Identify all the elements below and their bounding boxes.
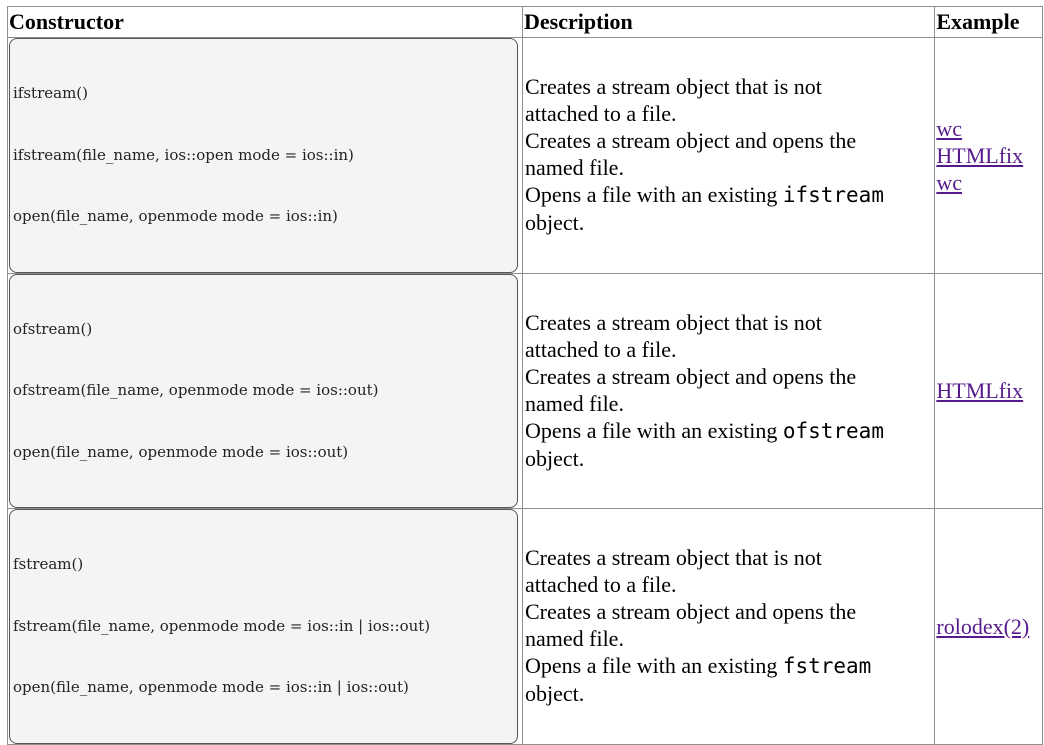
example-link-wc[interactable]: wc xyxy=(936,115,963,141)
description-line: Creates a stream object that is not xyxy=(524,74,822,100)
description-line: Creates a stream object that is not xyxy=(524,309,822,335)
description-line: Opens a file with an existing ifstream xyxy=(525,181,932,209)
description-line: object. xyxy=(524,210,585,236)
example-link-htmlfix[interactable]: HTMLfix xyxy=(936,378,1024,404)
description-line: Opens a file with an existing fstream xyxy=(525,652,932,680)
code-block: fstream() fstream(file_name, openmode mo… xyxy=(9,509,518,744)
description-text: Opens a file with an existing xyxy=(524,653,783,679)
description-line: named file. xyxy=(524,155,624,181)
code-line: open(file_name, openmode mode = ios::in … xyxy=(13,678,409,696)
header-row: Constructor Description Example xyxy=(7,6,1043,38)
inline-code: ifstream xyxy=(782,183,884,208)
description-text: Opens a file with an existing xyxy=(524,417,783,443)
example-link-rolodex[interactable]: rolodex(2) xyxy=(936,613,1030,639)
description-line: object. xyxy=(524,681,585,707)
inline-code: fstream xyxy=(782,654,872,679)
description-line: object. xyxy=(524,445,585,471)
description-cell: Creates a stream object that is not atta… xyxy=(521,37,936,274)
example-link-wc[interactable]: wc xyxy=(936,169,963,195)
code-line: fstream(file_name, openmode mode = ios::… xyxy=(13,616,431,635)
code-line: ofstream() xyxy=(13,319,93,338)
code-line: ifstream() xyxy=(13,84,88,102)
constructor-cell: ofstream() ofstream(file_name, openmode … xyxy=(7,272,523,509)
description-line: Creates a stream object and opens the xyxy=(524,599,857,625)
example-cell: wc HTMLfix wc xyxy=(934,37,1043,274)
description-line: Opens a file with an existing ofstream xyxy=(525,417,932,445)
code-line: open(file_name, openmode mode = ios::out… xyxy=(13,442,349,461)
code-line: ofstream(file_name, openmode mode = ios:… xyxy=(13,381,379,399)
description-line: attached to a file. xyxy=(524,101,677,127)
description-line: Creates a stream object and opens the xyxy=(524,363,857,389)
description-line: Creates a stream object that is not xyxy=(524,545,822,571)
description-line: named file. xyxy=(524,626,624,652)
table-row: fstream() fstream(file_name, openmode mo… xyxy=(7,508,1043,745)
header-constructor: Constructor xyxy=(7,6,523,38)
constructor-cell: fstream() fstream(file_name, openmode mo… xyxy=(7,508,523,745)
description-line: attached to a file. xyxy=(524,572,677,598)
example-link-htmlfix[interactable]: HTMLfix xyxy=(936,142,1024,168)
constructor-table: Constructor Description Example ifstream… xyxy=(7,6,1043,745)
table-row: ifstream() ifstream(file_name, ios::open… xyxy=(7,37,1043,274)
inline-code: ofstream xyxy=(782,418,884,443)
code-block: ofstream() ofstream(file_name, openmode … xyxy=(9,273,518,508)
description-line: attached to a file. xyxy=(524,336,677,362)
description-cell: Creates a stream object that is not atta… xyxy=(521,272,936,509)
code-line: ifstream(file_name, ios::open mode = ios… xyxy=(13,145,354,164)
code-line: open(file_name, openmode mode = ios::in) xyxy=(13,207,338,225)
constructor-cell: ifstream() ifstream(file_name, ios::open… xyxy=(7,37,523,274)
example-cell: rolodex(2) xyxy=(934,508,1043,745)
table-row: ofstream() ofstream(file_name, openmode … xyxy=(7,272,1043,509)
header-description: Description xyxy=(521,6,936,38)
description-cell: Creates a stream object that is not atta… xyxy=(521,508,936,745)
description-line: named file. xyxy=(524,390,624,416)
description-text: Opens a file with an existing xyxy=(524,182,783,208)
code-line: fstream() xyxy=(13,555,84,573)
description-line: Creates a stream object and opens the xyxy=(524,128,857,154)
code-block: ifstream() ifstream(file_name, ios::open… xyxy=(9,38,518,273)
header-example: Example xyxy=(934,6,1043,38)
example-cell: HTMLfix xyxy=(934,272,1043,509)
